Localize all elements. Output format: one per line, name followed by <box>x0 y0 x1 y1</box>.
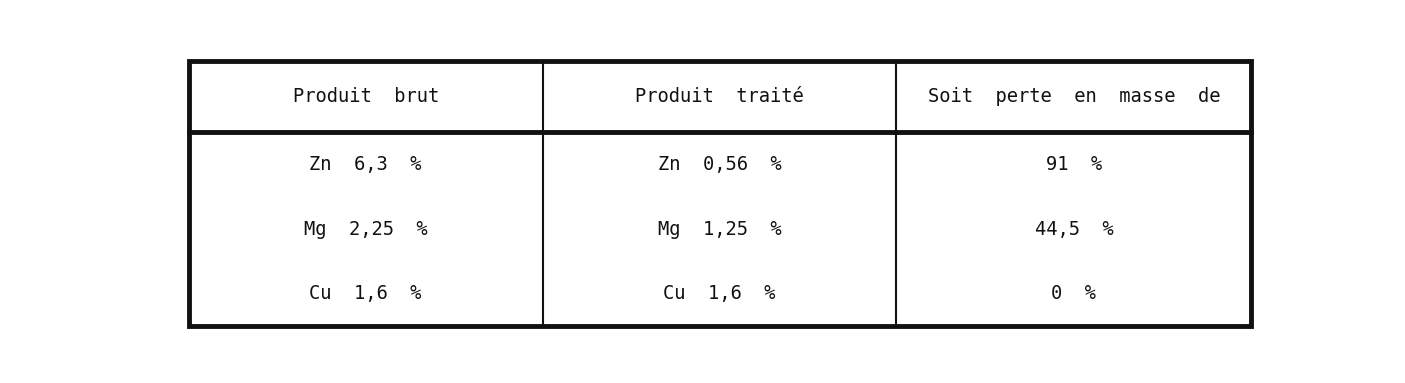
Text: Zn  6,3  %: Zn 6,3 % <box>309 155 422 174</box>
Bar <box>188 61 1252 326</box>
Text: Mg  1,25  %: Mg 1,25 % <box>658 220 781 239</box>
Bar <box>188 61 1252 326</box>
Text: Produit  traité: Produit traité <box>635 87 804 106</box>
Text: Mg  2,25  %: Mg 2,25 % <box>303 220 427 239</box>
Text: Zn  0,56  %: Zn 0,56 % <box>658 155 781 174</box>
Text: 0  %: 0 % <box>1051 284 1096 303</box>
Text: Cu  1,6  %: Cu 1,6 % <box>309 284 422 303</box>
Text: 91  %: 91 % <box>1045 155 1102 174</box>
Text: Cu  1,6  %: Cu 1,6 % <box>663 284 776 303</box>
Text: 44,5  %: 44,5 % <box>1034 220 1113 239</box>
Text: Produit  brut: Produit brut <box>292 87 438 106</box>
Text: Soit  perte  en  masse  de: Soit perte en masse de <box>927 87 1220 106</box>
